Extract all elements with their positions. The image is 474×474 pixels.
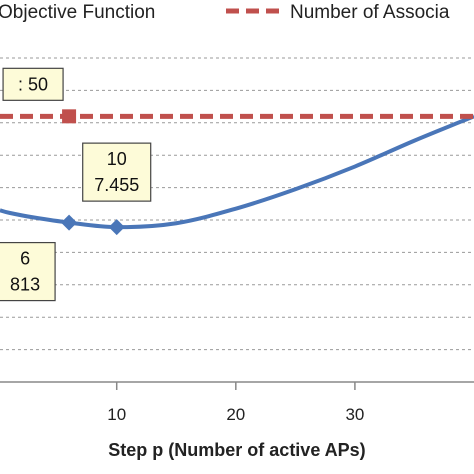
- series-line-0: [0, 114, 474, 230]
- data-label-box: [2, 67, 64, 101]
- data-label-text: 7.455: [94, 175, 139, 195]
- data-point-marker: [62, 109, 77, 124]
- annotations: 10 7.455 6 813 : 50: [0, 67, 152, 302]
- data-label-text: 10: [107, 149, 127, 169]
- x-tick-label: 30: [345, 405, 364, 424]
- data-label-box: [0, 241, 56, 302]
- data-label-text: : 50: [18, 74, 48, 94]
- data-point-marker: [108, 219, 125, 236]
- x-tick-label: 10: [107, 405, 126, 424]
- data-label-box: [82, 142, 152, 202]
- x-axis-title: Step p (Number of active APs): [108, 440, 365, 460]
- x-axis-ticks: 10 20 30: [107, 382, 364, 424]
- data-label-text: 6: [20, 249, 30, 269]
- x-tick-label: 20: [226, 405, 245, 424]
- legend: Objective Function Number of Associa: [0, 2, 450, 23]
- legend-label-objective-function: Objective Function: [0, 2, 155, 23]
- series-layer: [0, 109, 474, 236]
- data-label-text: 813: [10, 275, 40, 295]
- data-point-marker: [61, 214, 78, 231]
- grid-lines: [0, 57, 474, 351]
- legend-label-number-of-associations: Number of Associa: [290, 2, 450, 23]
